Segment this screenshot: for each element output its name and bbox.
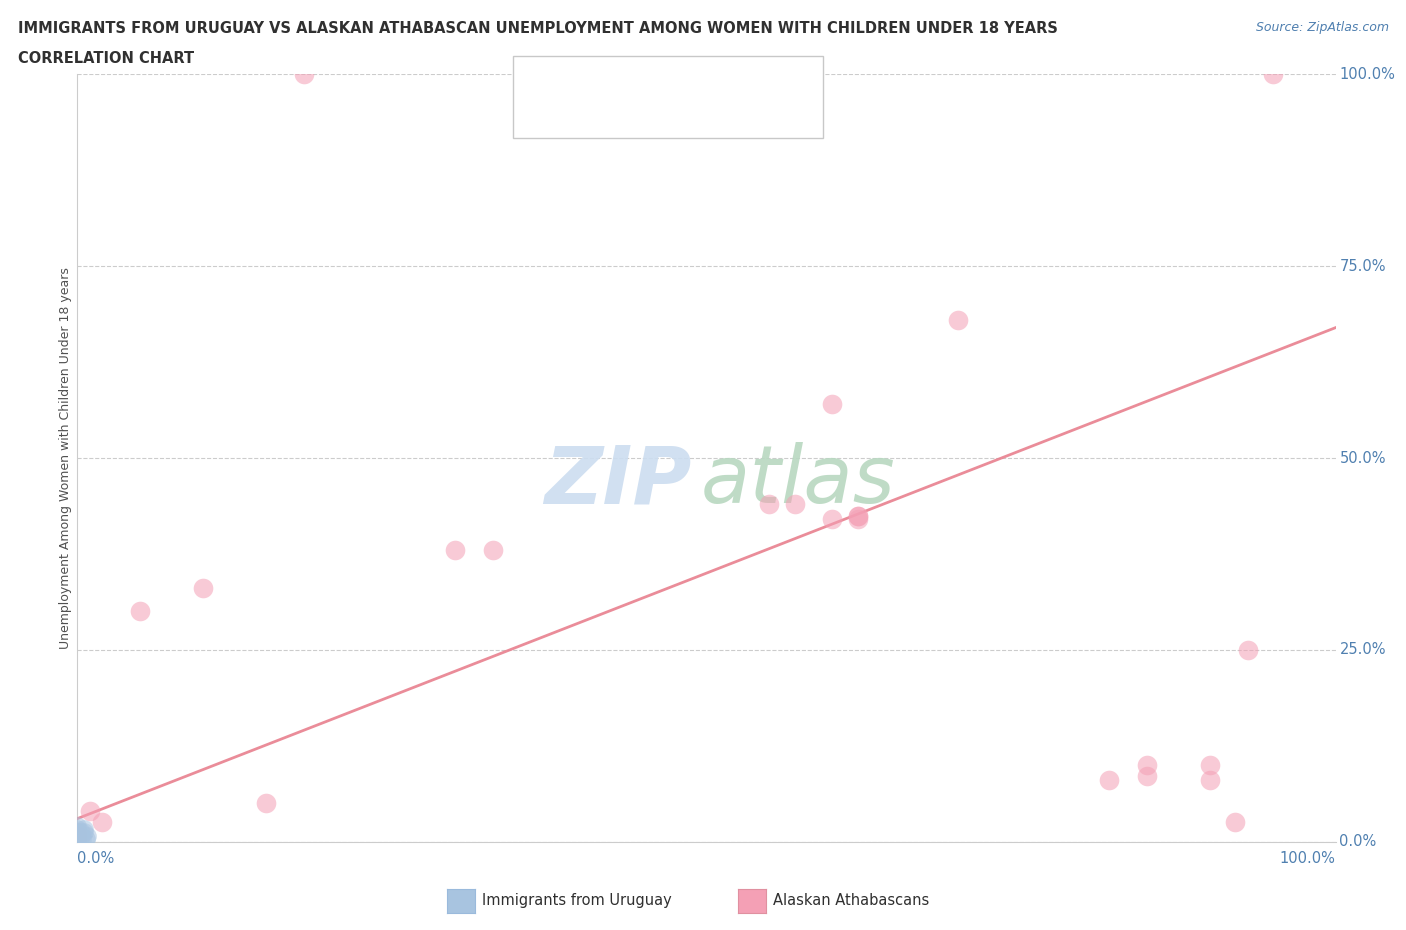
Point bbox=[66, 828, 89, 843]
Text: R = -0.245   N = 13: R = -0.245 N = 13 bbox=[561, 65, 734, 80]
Point bbox=[821, 397, 844, 412]
Point bbox=[75, 831, 97, 846]
Point bbox=[66, 825, 89, 840]
Point bbox=[70, 828, 93, 843]
Point bbox=[66, 831, 89, 846]
Point bbox=[66, 831, 89, 846]
Point bbox=[444, 543, 467, 558]
Point bbox=[1236, 643, 1258, 658]
Point bbox=[948, 312, 970, 327]
Point bbox=[1261, 67, 1284, 82]
Text: ZIP: ZIP bbox=[544, 442, 692, 520]
Text: 0.0%: 0.0% bbox=[77, 851, 114, 866]
Point bbox=[66, 834, 89, 849]
Point bbox=[191, 581, 215, 596]
Point bbox=[79, 804, 101, 818]
Text: Alaskan Athabascans: Alaskan Athabascans bbox=[773, 893, 929, 908]
Text: IMMIGRANTS FROM URUGUAY VS ALASKAN ATHABASCAN UNEMPLOYMENT AMONG WOMEN WITH CHIL: IMMIGRANTS FROM URUGUAY VS ALASKAN ATHAB… bbox=[18, 21, 1059, 36]
Point bbox=[66, 822, 89, 837]
Point bbox=[846, 508, 869, 523]
Point bbox=[292, 67, 315, 82]
Point bbox=[1136, 757, 1159, 772]
Text: 25.0%: 25.0% bbox=[1340, 643, 1386, 658]
Point bbox=[66, 825, 89, 840]
Text: Immigrants from Uruguay: Immigrants from Uruguay bbox=[482, 893, 672, 908]
Point bbox=[72, 831, 94, 846]
Point bbox=[481, 543, 503, 558]
Point bbox=[758, 497, 780, 512]
Y-axis label: Unemployment Among Women with Children Under 18 years: Unemployment Among Women with Children U… bbox=[59, 267, 72, 649]
Point bbox=[1136, 769, 1159, 784]
Point bbox=[821, 512, 844, 526]
Point bbox=[66, 819, 89, 834]
Text: atlas: atlas bbox=[700, 442, 896, 520]
Text: 75.0%: 75.0% bbox=[1340, 259, 1386, 273]
Point bbox=[783, 497, 806, 512]
Point bbox=[1198, 773, 1220, 788]
Point bbox=[66, 828, 89, 843]
Text: R =  0.557   N = 27: R = 0.557 N = 27 bbox=[561, 104, 734, 119]
Text: CORRELATION CHART: CORRELATION CHART bbox=[18, 51, 194, 66]
Point bbox=[72, 822, 94, 837]
Point bbox=[1223, 815, 1246, 830]
Point bbox=[91, 815, 114, 830]
Text: Source: ZipAtlas.com: Source: ZipAtlas.com bbox=[1256, 21, 1389, 34]
Point bbox=[846, 512, 869, 526]
Point bbox=[254, 796, 277, 811]
Text: 50.0%: 50.0% bbox=[1340, 450, 1386, 466]
Text: 100.0%: 100.0% bbox=[1279, 851, 1336, 866]
Point bbox=[1198, 757, 1220, 772]
Point bbox=[129, 604, 152, 619]
Point bbox=[1098, 773, 1121, 788]
Point bbox=[76, 828, 98, 843]
Point bbox=[846, 508, 869, 523]
Point bbox=[70, 825, 93, 840]
Point bbox=[72, 825, 94, 840]
Text: 100.0%: 100.0% bbox=[1340, 67, 1395, 82]
Text: 0.0%: 0.0% bbox=[1340, 834, 1376, 849]
